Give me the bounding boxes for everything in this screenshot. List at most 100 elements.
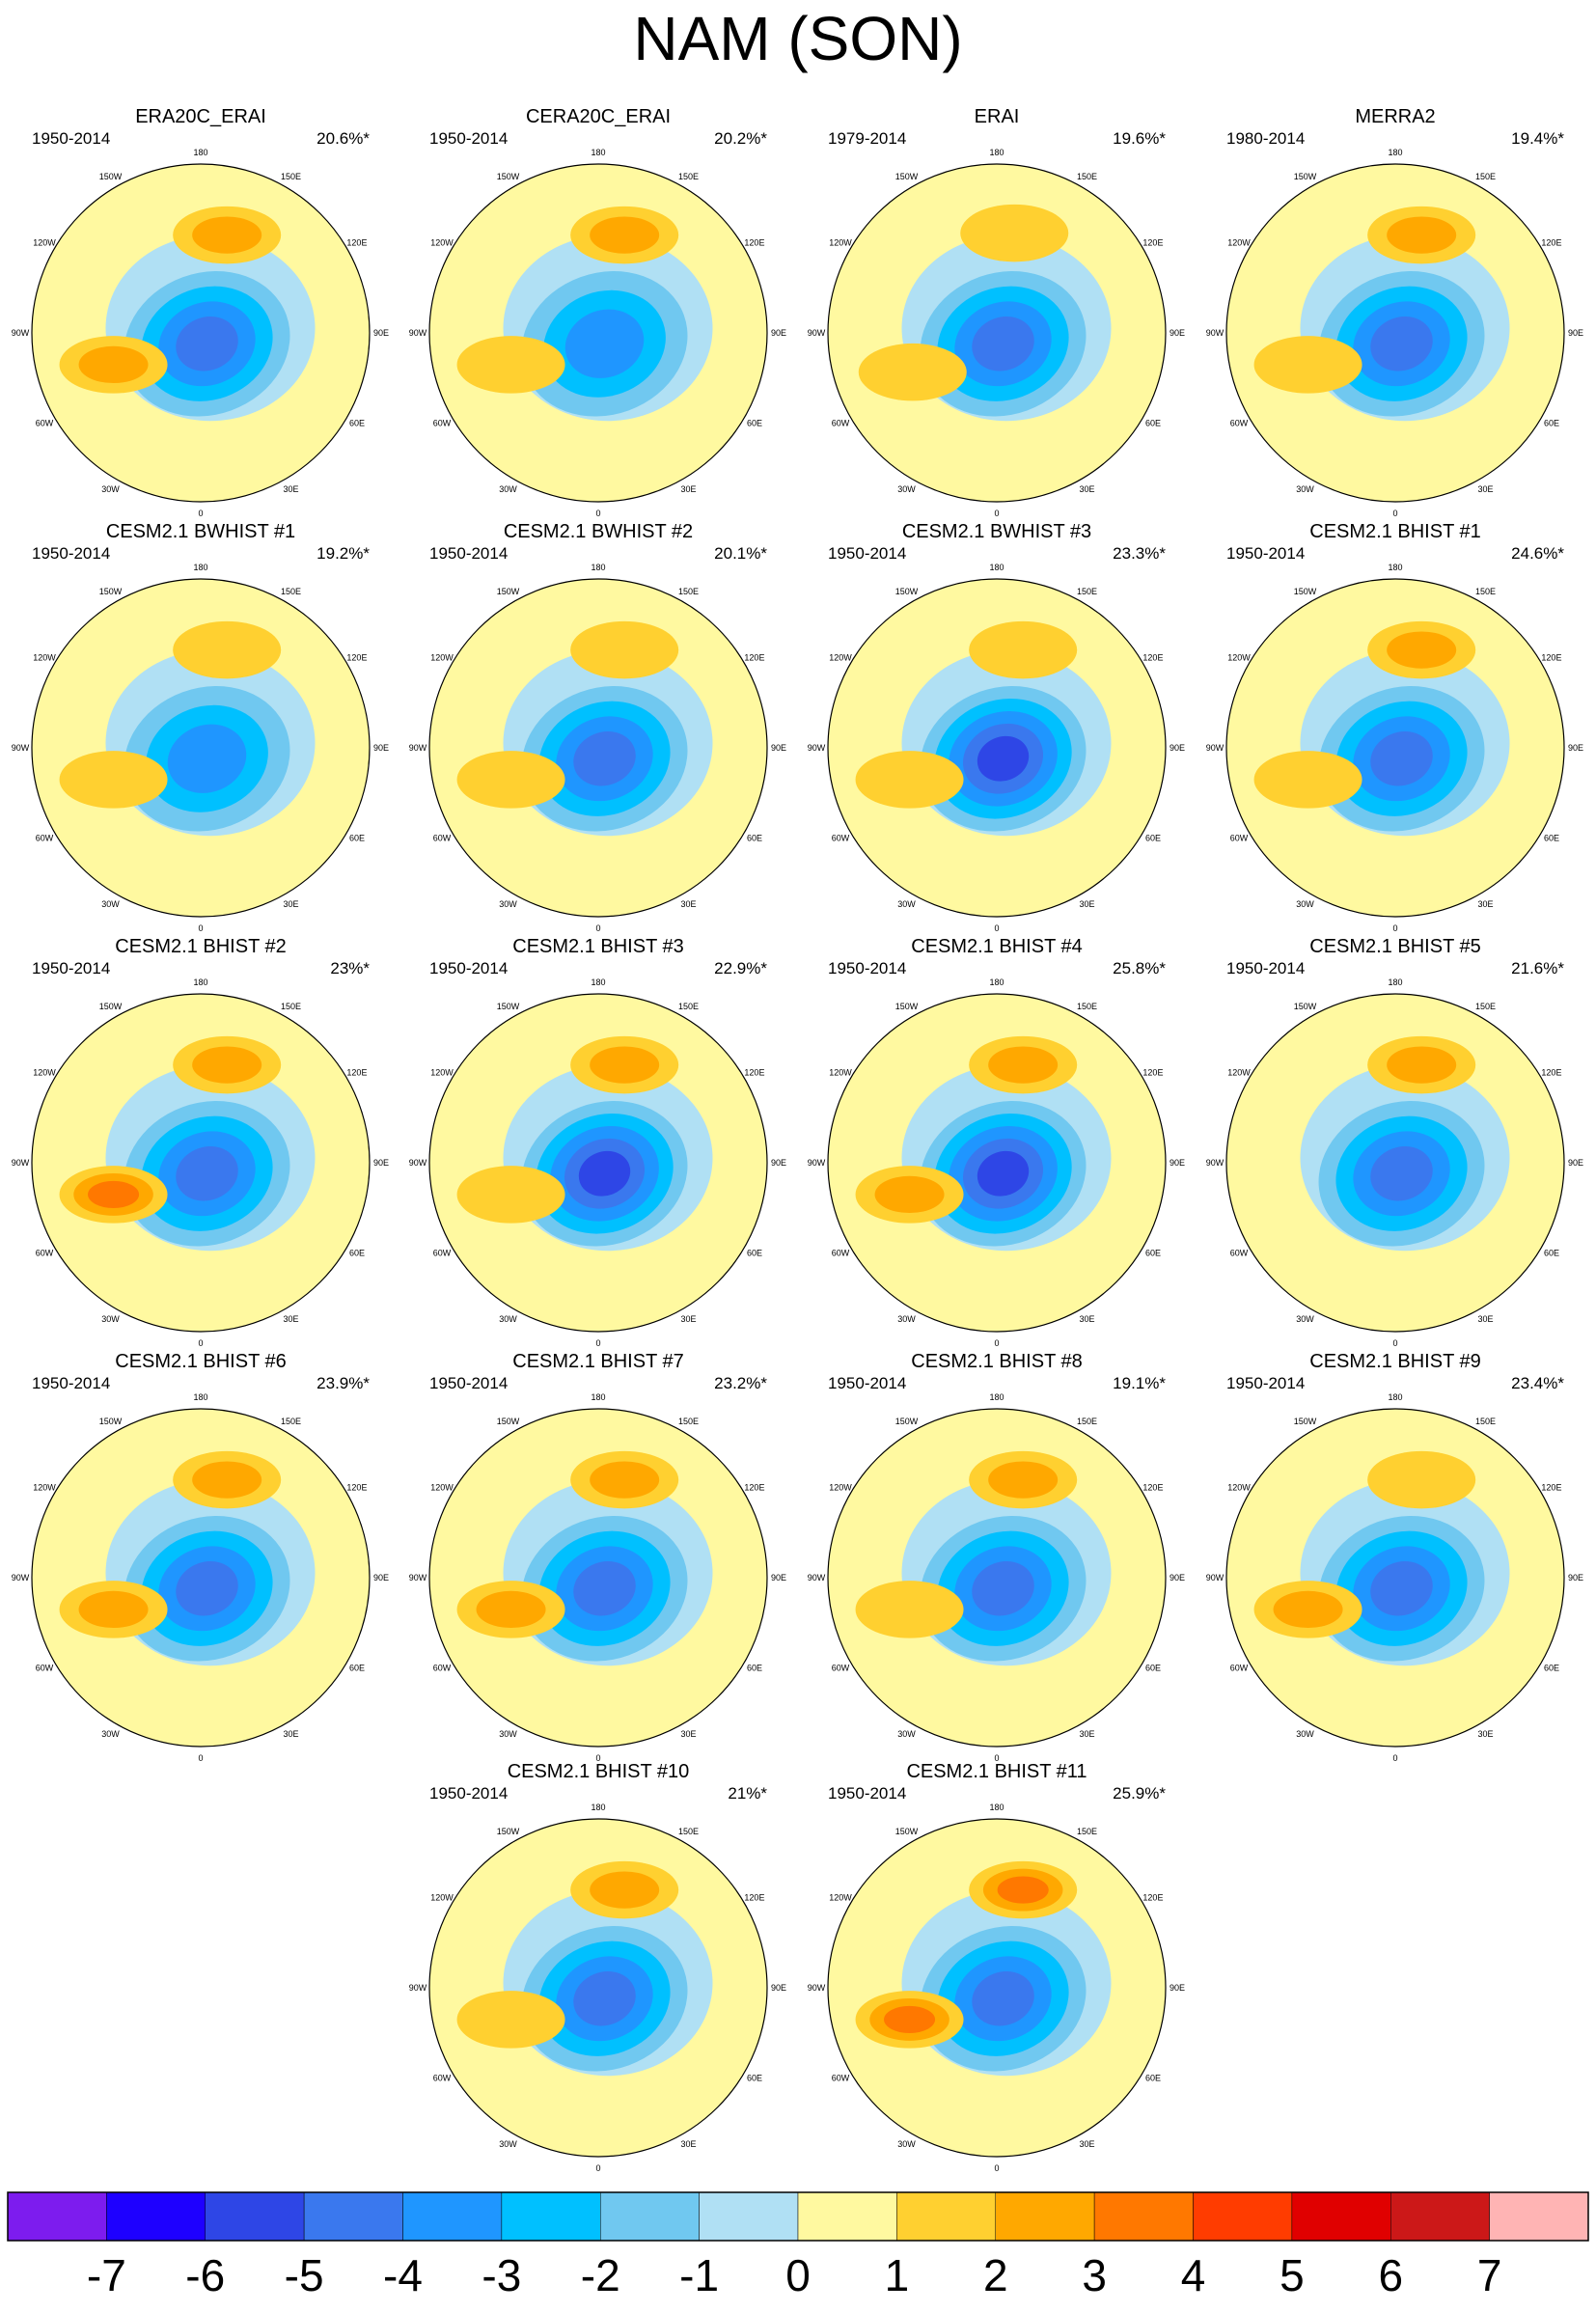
- longitude-label: 0: [595, 2163, 600, 2173]
- longitude-label: 120E: [346, 1483, 367, 1493]
- panel: 180 150E 120E 90E 60E 30E 0 30W 60W 90W 120W 150W CE…: [12, 521, 389, 933]
- colorbar-swatch: [7, 2191, 107, 2242]
- colorbar-label: 5: [1280, 2250, 1305, 2300]
- panel: 180 150E 120E 90E 60E 30E 0 30W 60W 90W 120W 150W CE…: [808, 521, 1185, 933]
- longitude-label: 30E: [680, 1314, 696, 1324]
- longitude-label: 90E: [1568, 328, 1583, 338]
- longitude-label: 150W: [99, 1002, 123, 1011]
- colorbar-label: -6: [185, 2250, 225, 2300]
- longitude-label: 120W: [829, 653, 852, 663]
- colorbar-label: 6: [1378, 2250, 1403, 2300]
- longitude-label: 0: [595, 1338, 600, 1348]
- contour-level: [88, 1180, 140, 1209]
- longitude-label: 60W: [1230, 1249, 1249, 1258]
- longitude-label: 60E: [1145, 1664, 1161, 1673]
- longitude-label: 30W: [101, 1729, 120, 1739]
- contour-level: [176, 1146, 238, 1201]
- longitude-label: 120E: [1142, 653, 1163, 663]
- panel-title: CESM2.1 BWHIST #2: [504, 521, 693, 542]
- anomaly-field: [1226, 1409, 1564, 1747]
- map-boundary: [31, 1408, 371, 1748]
- map-boundary: [827, 1818, 1167, 2158]
- longitude-label: 120E: [744, 1483, 764, 1493]
- longitude-label: 90E: [771, 1983, 786, 1993]
- longitude-label: 120W: [430, 1483, 454, 1493]
- map-boundary: [1225, 163, 1565, 503]
- contour-level: [570, 620, 679, 679]
- longitude-label: 120W: [430, 1893, 454, 1903]
- longitude-label: 180: [1388, 148, 1402, 157]
- panel-title: CESM2.1 BWHIST #1: [106, 521, 295, 542]
- longitude-label: 30W: [101, 1314, 120, 1324]
- contour-level: [1370, 731, 1433, 786]
- longitude-label: 30E: [1079, 899, 1094, 909]
- contour-level: [192, 216, 262, 254]
- map-boundary: [428, 163, 768, 503]
- panel: 180 150E 120E 90E 60E 30E 0 30W 60W 90W 120W 150W CE…: [409, 106, 786, 518]
- panel-period: 1950-2014: [1226, 544, 1305, 563]
- longitude-label: 0: [994, 509, 999, 518]
- panel-variance: 25.8%*: [1113, 959, 1166, 977]
- longitude-label: 0: [994, 923, 999, 933]
- contour-level: [476, 1590, 546, 1629]
- map-boundary: [827, 163, 1167, 503]
- anomaly-field: [828, 1409, 1166, 1747]
- longitude-label: 150E: [1475, 587, 1496, 596]
- colorbar-label: 7: [1477, 2250, 1502, 2300]
- longitude-label: 120E: [346, 1068, 367, 1078]
- longitude-label: 120E: [1142, 1893, 1163, 1903]
- panel: 180 150E 120E 90E 60E 30E 0 30W 60W 90W 120W 150W CE…: [409, 1761, 786, 2173]
- panel-period: 1950-2014: [32, 959, 110, 977]
- longitude-label: 30E: [283, 484, 298, 494]
- longitude-label: 60W: [433, 834, 452, 843]
- longitude-label: 120E: [1541, 653, 1561, 663]
- contour-level: [1387, 1046, 1457, 1084]
- panel-period: 1950-2014: [32, 544, 110, 563]
- panel: 180 150E 120E 90E 60E 30E 0 30W 60W 90W 120W 150W CE…: [808, 936, 1185, 1348]
- longitude-label: 180: [591, 1803, 605, 1812]
- contour-level: [176, 317, 238, 372]
- longitude-label: 150W: [895, 1002, 919, 1011]
- contour-level: [884, 2005, 936, 2034]
- colorbar-swatch: [303, 2191, 403, 2242]
- panel-title: CESM2.1 BHIST #8: [911, 1351, 1082, 1372]
- longitude-label: 60W: [433, 2074, 452, 2083]
- contour-level: [573, 731, 636, 786]
- colorbar-label: -2: [581, 2250, 620, 2300]
- longitude-label: 90W: [808, 1158, 826, 1168]
- panel: 180 150E 120E 90E 60E 30E 0 30W 60W 90W 120W 150W CE…: [12, 936, 389, 1348]
- longitude-label: 120W: [829, 1893, 852, 1903]
- longitude-label: 120W: [829, 1068, 852, 1078]
- longitude-label: 90W: [12, 328, 30, 338]
- longitude-label: 150W: [497, 1002, 520, 1011]
- panel-title: MERRA2: [1355, 106, 1435, 127]
- longitude-label: 120W: [1227, 1068, 1251, 1078]
- longitude-label: 180: [591, 148, 605, 157]
- longitude-label: 90W: [12, 1158, 30, 1168]
- panel-period: 1950-2014: [32, 129, 110, 148]
- map-boundary: [827, 578, 1167, 918]
- longitude-label: 120E: [1142, 238, 1163, 248]
- longitude-label: 120E: [346, 653, 367, 663]
- longitude-label: 150E: [281, 1417, 301, 1426]
- longitude-label: 180: [591, 1392, 605, 1402]
- colorbar-label: -5: [285, 2250, 324, 2300]
- panel-period: 1950-2014: [1226, 1374, 1305, 1392]
- longitude-label: 60E: [349, 834, 365, 843]
- longitude-label: 150E: [1077, 1417, 1097, 1426]
- panel-title: CESM2.1 BHIST #4: [911, 936, 1082, 957]
- longitude-label: 30W: [897, 1729, 916, 1739]
- panel-title: CESM2.1 BHIST #1: [1309, 521, 1480, 542]
- panel-variance: 20.6%*: [316, 129, 370, 148]
- panel-period: 1950-2014: [828, 544, 906, 563]
- map-boundary: [428, 1408, 768, 1748]
- longitude-label: 0: [1392, 1338, 1397, 1348]
- colorbar-label: 3: [1082, 2250, 1107, 2300]
- colorbar-swatch: [1093, 2191, 1194, 2242]
- contour-level: [969, 620, 1078, 679]
- longitude-label: 60W: [832, 419, 850, 428]
- longitude-label: 60W: [433, 1249, 452, 1258]
- longitude-label: 150E: [281, 172, 301, 181]
- panel-variance: 20.1%*: [714, 544, 767, 563]
- longitude-label: 120E: [1142, 1483, 1163, 1493]
